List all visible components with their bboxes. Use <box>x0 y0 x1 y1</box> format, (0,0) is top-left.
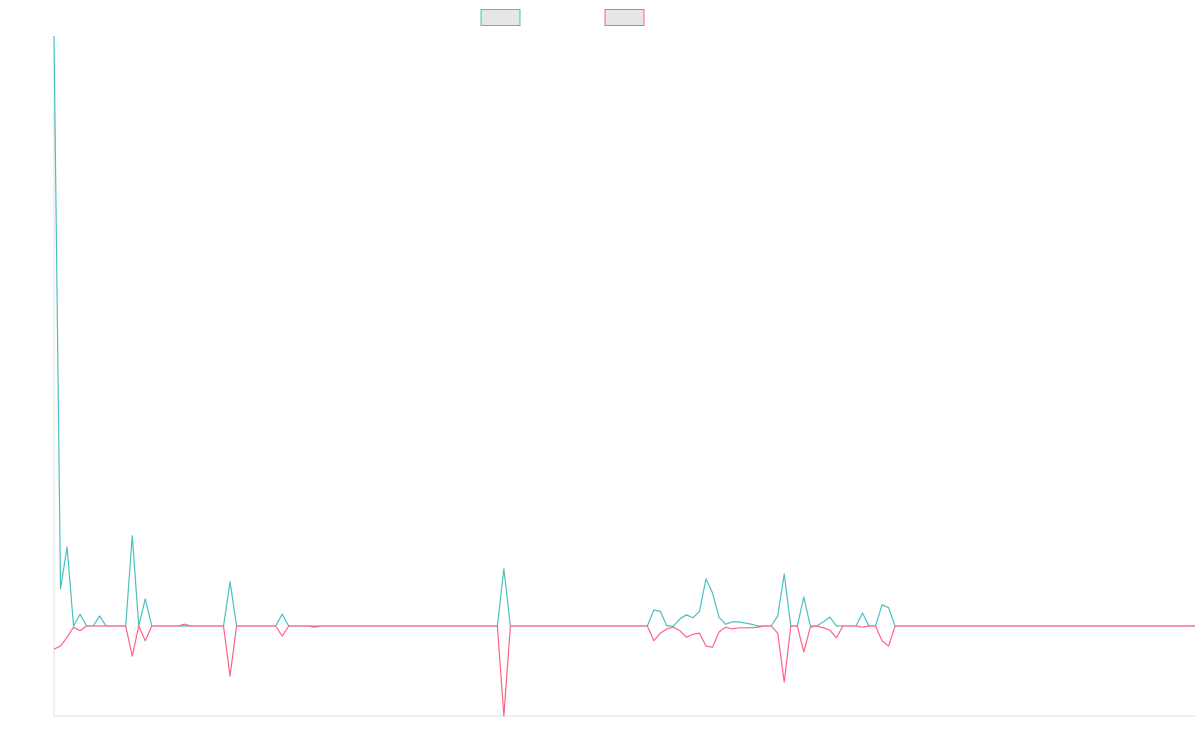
series-line <box>53 35 1195 627</box>
legend-swatch <box>480 9 521 26</box>
series-line <box>53 623 1195 717</box>
legend-swatch <box>604 9 645 26</box>
